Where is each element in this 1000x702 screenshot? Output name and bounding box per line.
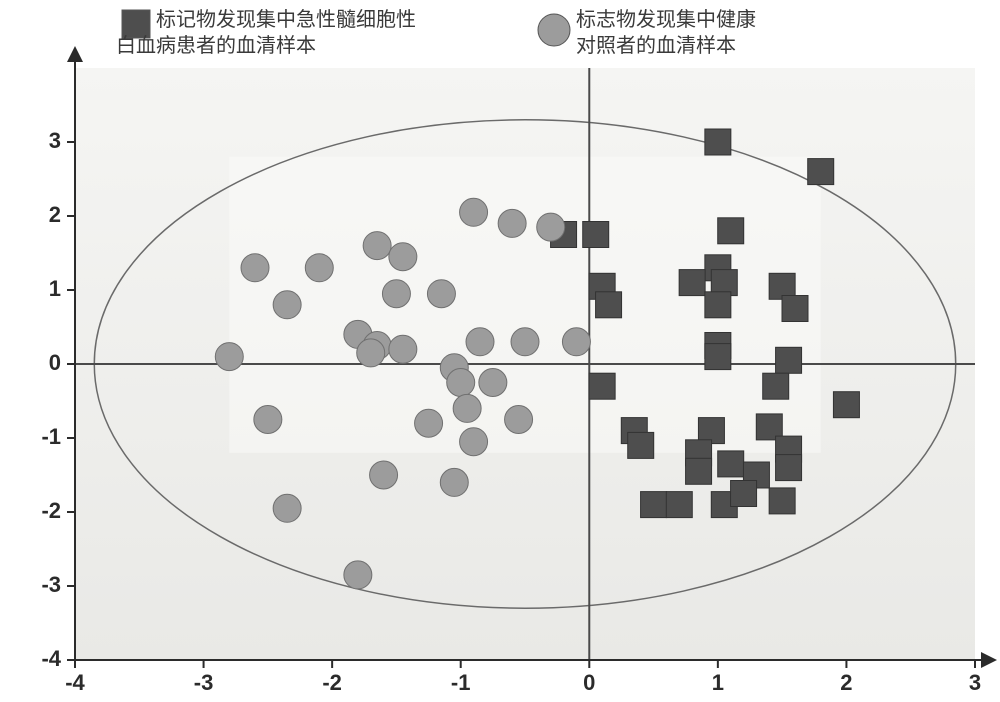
control-point — [460, 198, 488, 226]
patient-point — [705, 292, 731, 318]
legend-square-icon — [122, 10, 150, 38]
y-tick-label: -1 — [41, 424, 61, 449]
control-point — [415, 409, 443, 437]
control-point — [453, 394, 481, 422]
patient-point — [583, 222, 609, 248]
control-point — [498, 209, 526, 237]
y-tick-label: 2 — [49, 202, 61, 227]
control-point — [479, 369, 507, 397]
control-point — [389, 335, 417, 363]
control-point — [562, 328, 590, 356]
patient-point — [731, 481, 757, 507]
control-point — [427, 280, 455, 308]
patient-point — [705, 344, 731, 370]
control-point — [511, 328, 539, 356]
legend-circle-icon — [538, 14, 570, 46]
control-point — [357, 339, 385, 367]
y-tick-label: -4 — [41, 646, 61, 671]
patient-point — [782, 296, 808, 322]
patient-point — [718, 451, 744, 477]
x-tick-label: -4 — [65, 670, 85, 695]
control-point — [466, 328, 494, 356]
x-tick-label: 0 — [583, 670, 595, 695]
patient-point — [718, 218, 744, 244]
patient-point — [589, 373, 615, 399]
control-point — [460, 428, 488, 456]
legend-label: 标志物发现集中健康 — [576, 8, 756, 31]
control-point — [254, 406, 282, 434]
control-point — [305, 254, 333, 282]
control-point — [363, 232, 391, 260]
y-tick-label: 1 — [49, 276, 61, 301]
control-point — [344, 561, 372, 589]
scatter-chart: -4 -3 -2 -1 0 1 2 3 -4 -3 -2 -1 0 1 2 3 标记物发现集中急性髓细胞性白血病… — [0, 0, 1000, 702]
patient-point — [679, 270, 705, 296]
control-point — [447, 369, 475, 397]
control-point — [440, 468, 468, 496]
legend-label: 标记物发现集中急性髓细胞性 — [156, 8, 416, 31]
control-point — [273, 494, 301, 522]
patient-point — [686, 458, 712, 484]
y-tick-label: 3 — [49, 128, 61, 153]
patient-point — [628, 432, 654, 458]
x-tick-label: 1 — [712, 670, 724, 695]
control-point — [215, 343, 243, 371]
x-tick-label: -2 — [322, 670, 342, 695]
legend-label: 对照者的血清样本 — [576, 34, 736, 57]
legend-label: 白血病患者的血清样本 — [116, 34, 316, 57]
control-point — [505, 406, 533, 434]
patient-point — [776, 455, 802, 481]
x-tick-label: 3 — [969, 670, 981, 695]
patient-point — [641, 492, 667, 518]
patient-point — [705, 129, 731, 155]
control-point — [370, 461, 398, 489]
y-tick-label: -3 — [41, 572, 61, 597]
control-point — [241, 254, 269, 282]
patient-point — [833, 392, 859, 418]
patient-point — [596, 292, 622, 318]
x-tick-label: -3 — [194, 670, 214, 695]
y-tick-label: 0 — [49, 350, 61, 375]
control-point — [382, 280, 410, 308]
patient-point — [763, 373, 789, 399]
y-tick-label: -2 — [41, 498, 61, 523]
control-point — [273, 291, 301, 319]
patient-point — [769, 488, 795, 514]
patient-point — [808, 159, 834, 185]
x-tick-label: -1 — [451, 670, 471, 695]
control-point — [389, 243, 417, 271]
patient-point — [776, 347, 802, 373]
patient-point — [666, 492, 692, 518]
control-point — [537, 213, 565, 241]
x-tick-label: 2 — [840, 670, 852, 695]
